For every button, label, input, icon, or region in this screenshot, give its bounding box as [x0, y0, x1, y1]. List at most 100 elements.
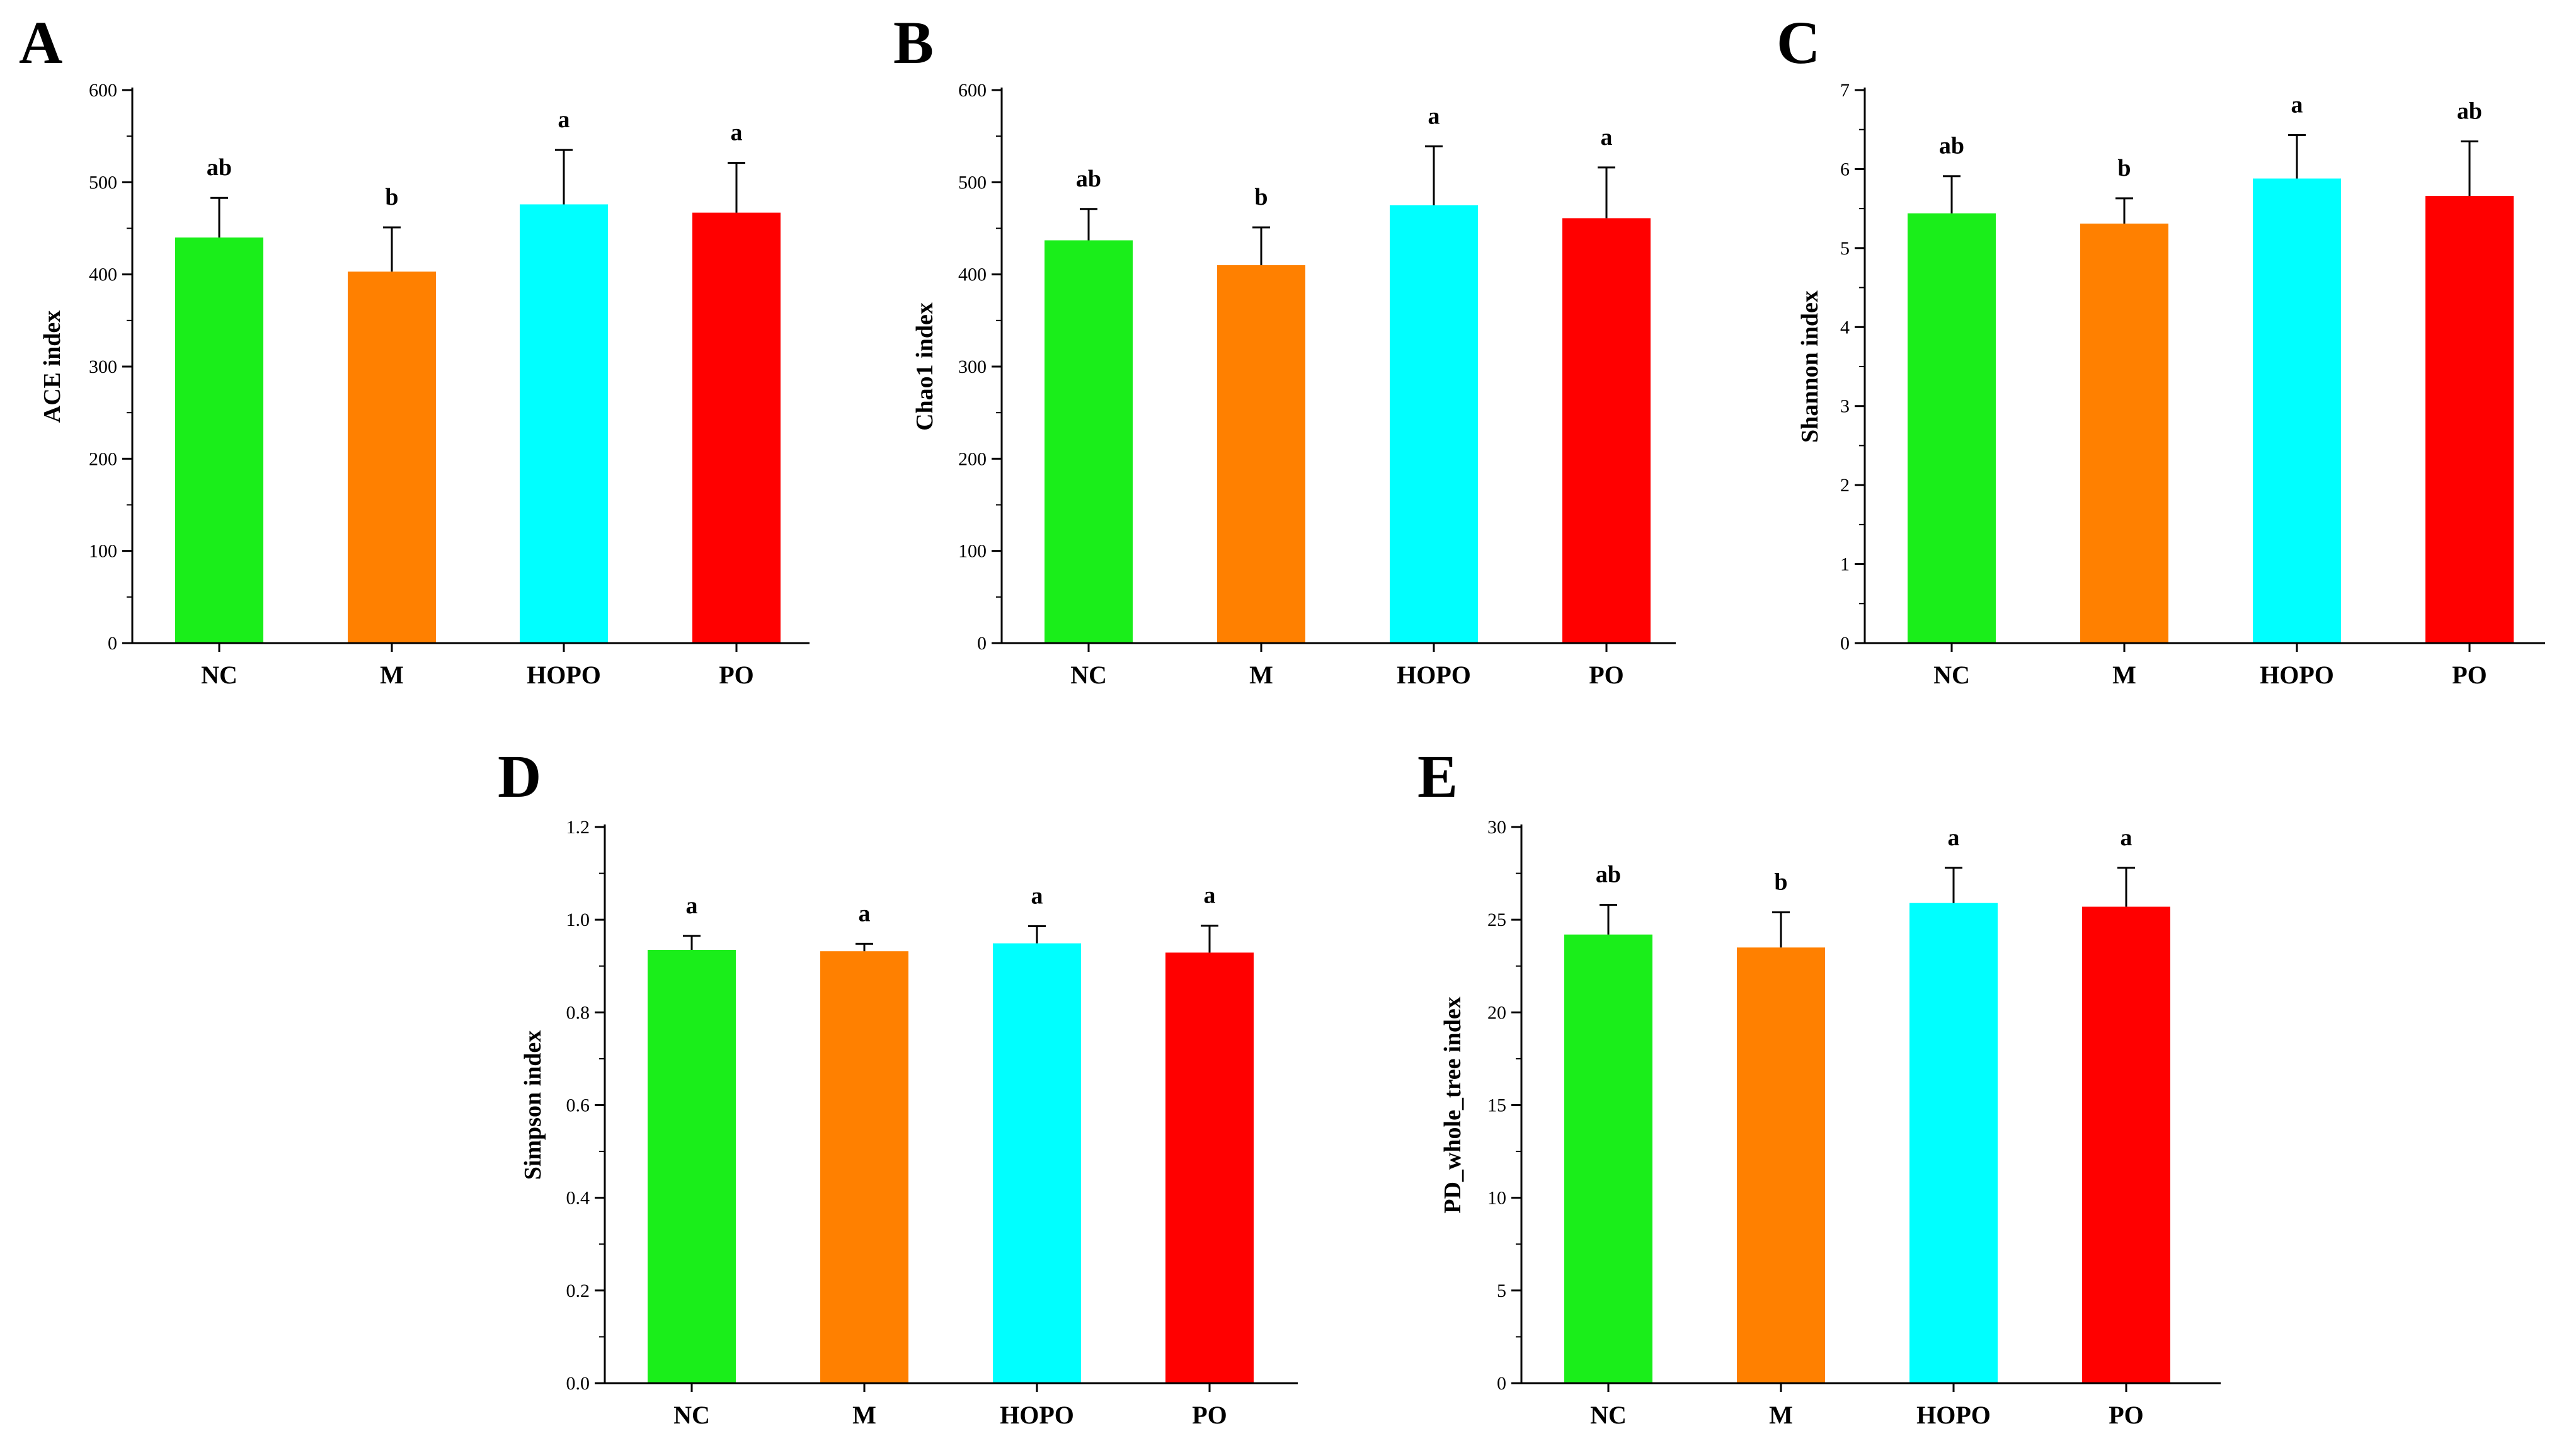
x-tick-label-hopo: HOPO — [1916, 1401, 1991, 1429]
y-tick-label: 500 — [89, 172, 117, 193]
y-axis-title: PD_whole_tree index — [1440, 996, 1466, 1213]
y-tick-label: 1.0 — [566, 910, 590, 930]
y-tick-label: 500 — [958, 172, 987, 193]
bar-nc — [1045, 240, 1133, 644]
x-tick-label-m: M — [1249, 661, 1273, 689]
x-tick-label-nc: NC — [1590, 1401, 1627, 1429]
y-tick-label: 600 — [89, 80, 117, 101]
x-tick-label-hopo: HOPO — [1397, 661, 1471, 689]
x-tick-label-hopo: HOPO — [2260, 661, 2334, 689]
x-tick-label-po: PO — [2452, 661, 2487, 689]
panel-e: Eab NC b Ma HOPO a PO 0 5 10 15 20 25 30 PD_whole_tree… — [1417, 743, 2221, 1429]
panel-letter: D — [498, 743, 541, 810]
x-tick-label-nc: NC — [1933, 661, 1970, 689]
y-tick-label: 400 — [89, 265, 117, 285]
panel-letter: E — [1417, 743, 1458, 810]
x-tick-label-po: PO — [1192, 1401, 1227, 1429]
panel-letter: C — [1777, 9, 1820, 76]
bar-m — [348, 271, 436, 643]
significance-label-hopo: a — [1948, 824, 1960, 851]
y-tick-label: 10 — [1487, 1188, 1506, 1209]
y-axis-title: ACE index — [39, 311, 66, 423]
significance-label-m: b — [385, 184, 398, 210]
bar-hopo — [993, 943, 1081, 1383]
panel-letter: A — [19, 9, 62, 76]
bar-hopo — [2253, 178, 2341, 644]
bar-hopo — [520, 204, 608, 643]
bar-hopo — [1909, 903, 1998, 1383]
significance-label-po: a — [731, 120, 743, 146]
significance-label-po: a — [2121, 824, 2132, 851]
x-tick-label-po: PO — [2109, 1401, 2144, 1429]
panel-a: Aab NC b Ma HOPO a PO 0 100 200 300 400 500 600 ACE in… — [19, 9, 810, 689]
x-tick-label-m: M — [1769, 1401, 1793, 1429]
y-tick-label: 15 — [1487, 1095, 1506, 1116]
y-axis-title: Simpson index — [520, 1030, 546, 1180]
significance-label-nc: ab — [1596, 862, 1621, 888]
bar-nc — [1908, 213, 1996, 643]
y-tick-label: 30 — [1487, 817, 1506, 838]
y-tick-label: 100 — [958, 541, 987, 562]
significance-label-m: b — [1254, 184, 1268, 210]
x-tick-label-hopo: HOPO — [1000, 1401, 1074, 1429]
significance-label-hopo: a — [2291, 91, 2303, 118]
y-tick-label: 400 — [958, 265, 987, 285]
x-tick-label-po: PO — [719, 661, 754, 689]
y-tick-label: 600 — [958, 80, 987, 101]
significance-label-m: b — [2117, 155, 2131, 181]
y-tick-label: 5 — [1840, 238, 1850, 259]
bar-m — [1217, 265, 1305, 643]
panel-b: Bab NC b Ma HOPO a PO 0 100 200 300 400 500 600 Chao1 … — [893, 9, 1676, 689]
bar-po — [1562, 218, 1651, 643]
y-tick-label: 200 — [89, 448, 117, 469]
y-tick-label: 0.4 — [566, 1188, 590, 1209]
significance-label-po: a — [1204, 882, 1216, 909]
significance-label-m: a — [859, 900, 871, 927]
y-tick-label: 100 — [89, 541, 117, 562]
x-tick-label-nc: NC — [1070, 661, 1107, 689]
y-axis-title: Shannon index — [1797, 290, 1823, 443]
y-tick-label: 1 — [1840, 554, 1850, 575]
y-tick-label: 1.2 — [566, 817, 590, 838]
panel-d: Da NC a Ma HOPO a PO 0.0 0.2 0.4 0.6 0.8 1.0 1.2 Simps… — [498, 743, 1298, 1429]
panel-c: Cab NC b Ma HOPO ab PO 0 1 2 3 4 5 6 7 Shannon index — [1777, 9, 2545, 689]
panel-letter: B — [893, 9, 934, 76]
x-tick-label-m: M — [852, 1401, 876, 1429]
y-tick-label: 200 — [958, 448, 987, 469]
y-tick-label: 0.0 — [566, 1373, 590, 1394]
x-tick-label-m: M — [380, 661, 404, 689]
significance-label-m: b — [1774, 869, 1787, 895]
y-tick-label: 0.6 — [566, 1095, 590, 1116]
y-tick-label: 0.2 — [566, 1280, 590, 1301]
significance-label-hopo: a — [558, 106, 570, 133]
x-tick-label-nc: NC — [673, 1401, 710, 1429]
y-tick-label: 3 — [1840, 396, 1850, 417]
x-tick-label-m: M — [2112, 661, 2136, 689]
significance-label-nc: ab — [207, 154, 232, 181]
y-tick-label: 0 — [1840, 633, 1850, 654]
y-tick-label: 7 — [1840, 80, 1850, 101]
significance-label-hopo: a — [1428, 103, 1440, 129]
x-tick-label-nc: NC — [201, 661, 238, 689]
significance-label-po: ab — [2457, 98, 2482, 125]
y-tick-label: 0.8 — [566, 1002, 590, 1023]
y-tick-label: 0 — [1497, 1373, 1506, 1394]
bar-po — [2425, 196, 2514, 643]
bar-po — [2082, 906, 2170, 1383]
y-tick-label: 5 — [1497, 1280, 1506, 1301]
significance-label-nc: ab — [1076, 166, 1101, 192]
significance-label-hopo: a — [1031, 882, 1043, 909]
bar-nc — [1564, 934, 1652, 1383]
significance-label-nc: ab — [1939, 133, 1964, 159]
bar-po — [1165, 952, 1254, 1383]
bar-nc — [175, 237, 263, 644]
y-tick-label: 6 — [1840, 159, 1850, 180]
y-tick-label: 25 — [1487, 910, 1506, 930]
y-tick-label: 0 — [977, 633, 987, 654]
y-tick-label: 300 — [89, 356, 117, 377]
significance-label-nc: a — [686, 893, 698, 919]
y-tick-label: 4 — [1840, 317, 1850, 338]
y-axis-title: Chao1 index — [912, 302, 938, 431]
y-tick-label: 2 — [1840, 475, 1850, 496]
significance-label-po: a — [1601, 124, 1613, 151]
